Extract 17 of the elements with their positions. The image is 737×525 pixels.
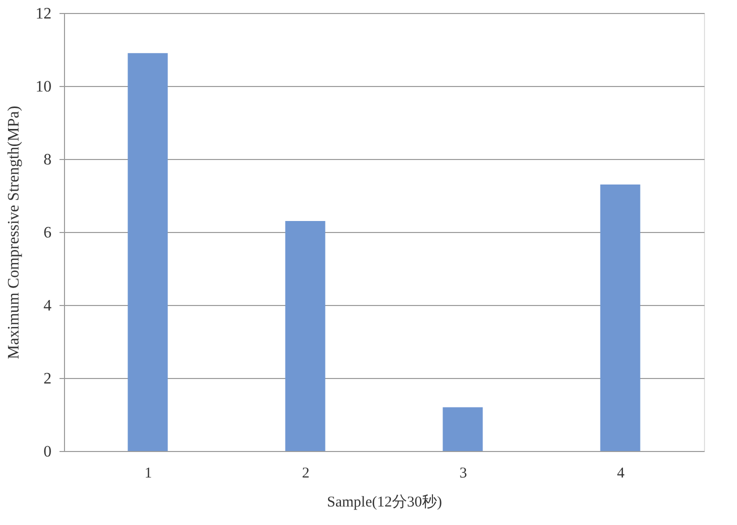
bar [128,53,168,451]
bar [285,221,326,451]
y-tick-label: 6 [44,224,52,242]
y-tick-label: 4 [44,298,52,314]
x-tick-label: 3 [460,466,467,482]
y-tick-label: 8 [44,152,52,168]
x-tick-label: 2 [302,466,310,482]
x-axis-title: Sample(12分30秒) [327,494,442,510]
y-tick-label: 2 [44,370,52,388]
x-tick-label: 4 [617,466,625,482]
y-tick-label: 10 [36,78,52,96]
bar [442,407,483,451]
y-axis-title: Maximum Compressive Strength(MPa) [6,106,22,360]
y-tick-label: 12 [36,6,52,22]
x-tick-label: 1 [144,466,152,482]
y-tick-label: 0 [44,444,52,460]
bar [600,184,640,451]
